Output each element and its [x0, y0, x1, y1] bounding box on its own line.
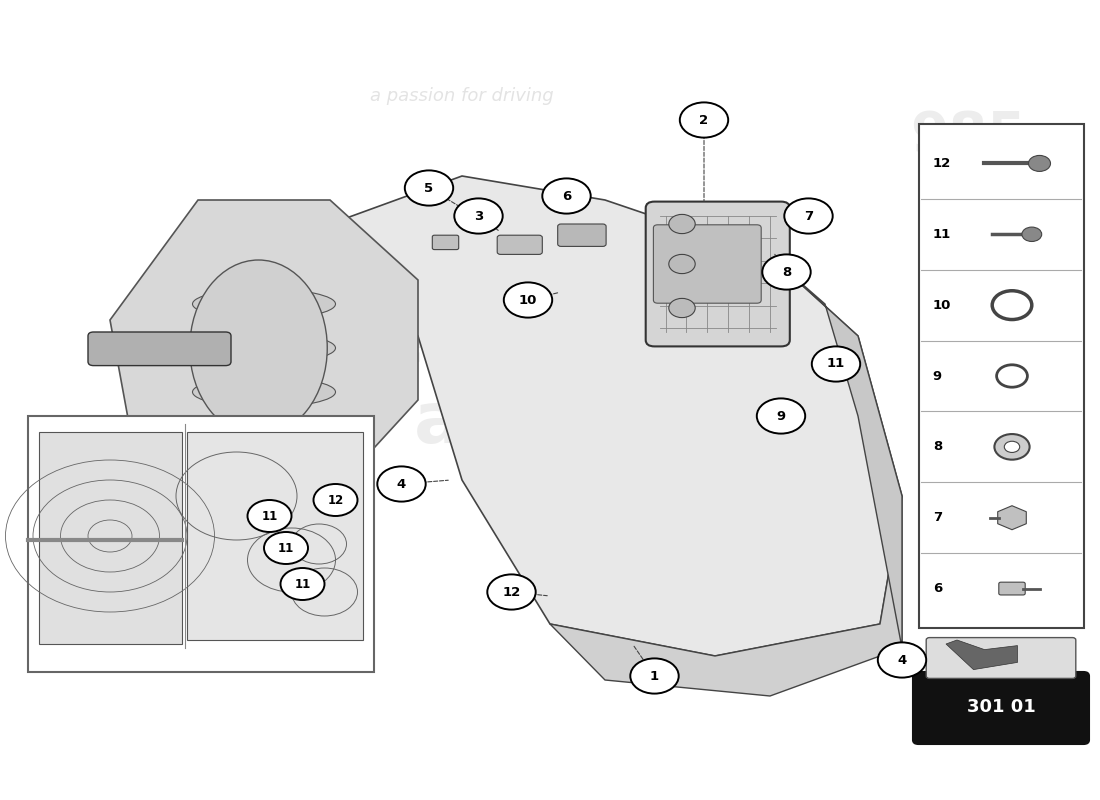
- Text: 4: 4: [397, 478, 406, 490]
- Text: 10: 10: [933, 298, 952, 312]
- Ellipse shape: [192, 377, 336, 407]
- FancyBboxPatch shape: [999, 582, 1025, 595]
- Circle shape: [762, 254, 811, 290]
- Circle shape: [1004, 442, 1020, 453]
- Polygon shape: [998, 506, 1026, 530]
- Polygon shape: [39, 432, 182, 644]
- Text: 8: 8: [933, 440, 942, 454]
- Text: 6: 6: [562, 190, 571, 202]
- Polygon shape: [110, 200, 418, 496]
- Text: 8: 8: [782, 266, 791, 278]
- Text: 11: 11: [278, 542, 294, 554]
- Circle shape: [994, 434, 1030, 460]
- Circle shape: [542, 178, 591, 214]
- Polygon shape: [946, 640, 1018, 670]
- Circle shape: [812, 346, 860, 382]
- Circle shape: [784, 198, 833, 234]
- Text: 9: 9: [777, 410, 785, 422]
- FancyBboxPatch shape: [653, 225, 761, 303]
- Text: 10: 10: [519, 294, 537, 306]
- Text: 5: 5: [425, 182, 433, 194]
- Text: 12: 12: [503, 586, 520, 598]
- Circle shape: [454, 198, 503, 234]
- FancyBboxPatch shape: [913, 672, 1089, 744]
- Polygon shape: [770, 256, 902, 648]
- Circle shape: [757, 398, 805, 434]
- FancyBboxPatch shape: [918, 124, 1084, 628]
- Text: 2: 2: [700, 114, 708, 126]
- Text: europ
arts: europ arts: [376, 310, 614, 458]
- Text: 985: 985: [910, 109, 1026, 163]
- Text: 6: 6: [933, 582, 942, 595]
- Text: 11: 11: [827, 358, 845, 370]
- Circle shape: [669, 214, 695, 234]
- Circle shape: [314, 484, 358, 516]
- Circle shape: [680, 102, 728, 138]
- Circle shape: [669, 254, 695, 274]
- Ellipse shape: [192, 289, 336, 319]
- Polygon shape: [330, 176, 902, 656]
- Text: 12: 12: [933, 157, 952, 170]
- Circle shape: [878, 642, 926, 678]
- Circle shape: [248, 500, 292, 532]
- FancyBboxPatch shape: [497, 235, 542, 254]
- FancyBboxPatch shape: [432, 235, 459, 250]
- Circle shape: [405, 170, 453, 206]
- Text: 1: 1: [650, 670, 659, 682]
- Ellipse shape: [192, 421, 336, 451]
- Text: 9: 9: [933, 370, 942, 382]
- Text: a passion for driving: a passion for driving: [371, 87, 553, 105]
- FancyBboxPatch shape: [558, 224, 606, 246]
- Text: 4: 4: [898, 654, 906, 666]
- Ellipse shape: [192, 333, 336, 363]
- Text: 7: 7: [933, 511, 942, 524]
- FancyBboxPatch shape: [646, 202, 790, 346]
- Circle shape: [487, 574, 536, 610]
- Text: 7: 7: [804, 210, 813, 222]
- Circle shape: [630, 658, 679, 694]
- FancyBboxPatch shape: [88, 332, 231, 366]
- Circle shape: [264, 532, 308, 564]
- Text: 11: 11: [933, 228, 952, 241]
- Text: 3: 3: [474, 210, 483, 222]
- FancyBboxPatch shape: [926, 638, 1076, 678]
- Circle shape: [280, 568, 324, 600]
- Text: 301 01: 301 01: [967, 698, 1035, 716]
- Circle shape: [1022, 227, 1042, 242]
- Ellipse shape: [189, 260, 328, 436]
- Polygon shape: [187, 432, 363, 640]
- Text: 12: 12: [328, 494, 343, 506]
- Text: 11: 11: [262, 510, 277, 522]
- Circle shape: [669, 298, 695, 318]
- Text: 11: 11: [295, 578, 310, 590]
- Polygon shape: [550, 496, 902, 696]
- Circle shape: [1028, 155, 1050, 171]
- Circle shape: [504, 282, 552, 318]
- Circle shape: [377, 466, 426, 502]
- FancyBboxPatch shape: [28, 416, 374, 672]
